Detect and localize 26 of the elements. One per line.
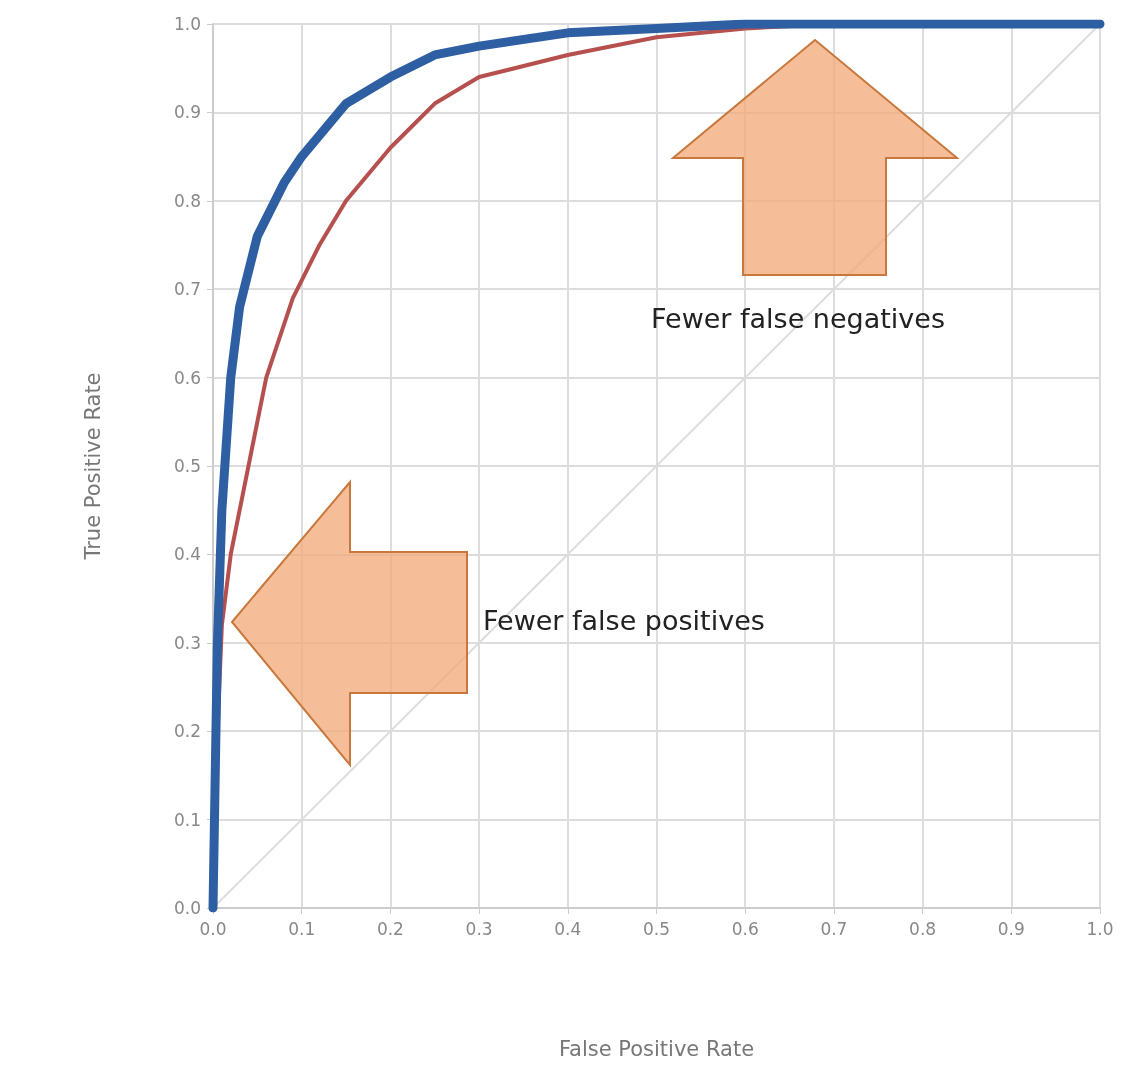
- y-axis-title: True Positive Rate: [80, 372, 105, 561]
- annotation: Fewer false negatives: [651, 303, 946, 334]
- y-tick-label: 0.6: [173, 367, 201, 388]
- y-tick-label: 0.2: [173, 721, 201, 742]
- y-tick-label: 0.1: [173, 809, 201, 830]
- y-tick-label: 0.8: [173, 190, 201, 211]
- x-axis-title: False Positive Rate: [558, 1036, 755, 1061]
- x-tick-label: 0.7: [820, 918, 848, 939]
- y-tick-label: 0.3: [173, 632, 201, 653]
- y-tick-label: 0.0: [173, 898, 201, 918]
- x-tick-label: 0.2: [376, 918, 404, 939]
- x-tick-label: 0.3: [465, 918, 493, 939]
- y-tick-label: 1.0: [173, 14, 201, 34]
- annotation: Fewer false positives: [483, 605, 765, 636]
- x-tick-label: 0.4: [554, 918, 582, 939]
- x-tick-label: 0.0: [199, 918, 227, 939]
- x-tick-label: 0.9: [997, 918, 1025, 939]
- x-tick-label: 0.6: [731, 918, 759, 939]
- x-tick-label: 0.5: [642, 918, 671, 939]
- x-tick-label: 0.1: [288, 918, 316, 939]
- x-tick-label: 0.8: [909, 918, 937, 939]
- y-tick-label: 0.4: [173, 544, 201, 565]
- y-tick-label: 0.7: [173, 279, 201, 300]
- y-tick-label: 0.5: [173, 456, 201, 476]
- x-tick-label: 1.0: [1086, 918, 1114, 939]
- y-tick-label: 0.9: [173, 102, 201, 123]
